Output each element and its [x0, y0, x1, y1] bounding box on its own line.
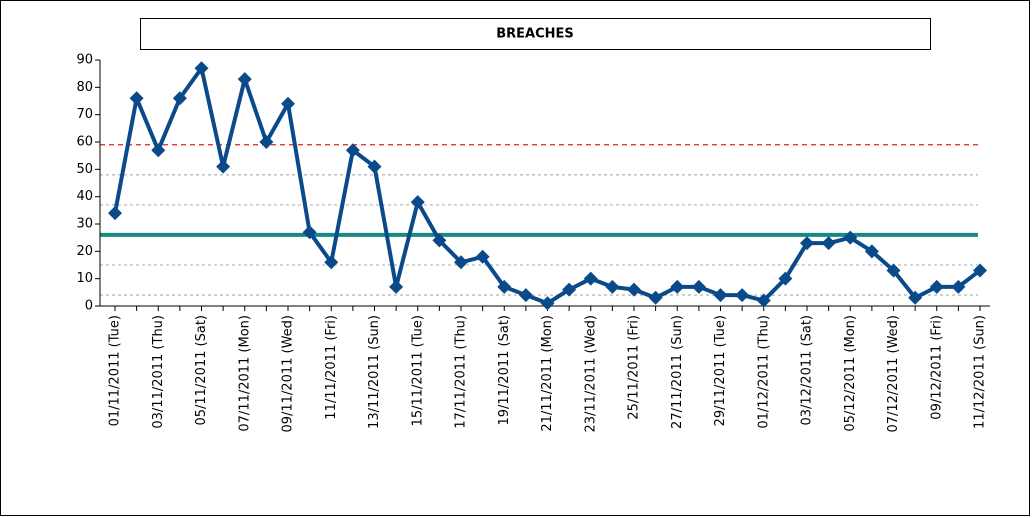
data-point — [324, 255, 339, 270]
data-point — [389, 279, 404, 294]
x-tick-label: 07/11/2011 (Mon) — [237, 315, 252, 432]
x-tick-label: 11/11/2011 (Fri) — [324, 315, 339, 420]
data-point — [929, 279, 944, 294]
x-tick-label: 07/12/2011 (Wed) — [886, 315, 901, 433]
y-tick-label: 40 — [76, 189, 93, 204]
data-point — [497, 279, 512, 294]
x-tick-label: 19/11/2011 (Sat) — [497, 315, 512, 426]
data-point — [800, 236, 814, 251]
data-point — [864, 244, 879, 259]
data-point — [281, 96, 295, 111]
x-tick-label: 15/11/2011 (Tue) — [410, 315, 425, 426]
x-tick-label: 09/12/2011 (Fri) — [929, 315, 944, 420]
data-point — [886, 263, 901, 278]
data-point — [108, 206, 122, 221]
y-tick-label: 30 — [76, 217, 93, 232]
data-point — [172, 91, 187, 106]
x-tick-label: 21/11/2011 (Mon) — [540, 315, 555, 432]
data-point — [605, 279, 620, 294]
data-point — [756, 293, 771, 308]
data-point — [302, 225, 317, 240]
data-point — [367, 159, 382, 174]
data-point — [670, 279, 685, 294]
x-tick-label: 05/11/2011 (Sat) — [194, 315, 209, 426]
x-tick-label: 01/12/2011 (Thu) — [756, 315, 771, 429]
data-point — [345, 143, 360, 158]
data-point — [821, 236, 836, 251]
data-point — [237, 72, 252, 87]
data-point — [129, 91, 144, 106]
x-tick-label: 29/11/2011 (Tue) — [713, 315, 728, 426]
x-tick-label: 13/11/2011 (Sun) — [367, 315, 382, 429]
data-point — [454, 255, 468, 270]
data-point — [735, 288, 750, 303]
y-tick-label: 70 — [76, 107, 93, 122]
data-point — [194, 61, 209, 76]
data-point — [951, 279, 966, 294]
data-point — [973, 263, 987, 278]
data-point — [259, 135, 274, 149]
data-point — [778, 271, 793, 286]
data-point — [518, 288, 533, 303]
x-tick-label: 17/11/2011 (Thu) — [454, 315, 469, 429]
data-point — [627, 282, 641, 297]
x-tick-label: 03/12/2011 (Sat) — [800, 315, 815, 426]
x-tick-label: 11/12/2011 (Sun) — [973, 315, 988, 429]
data-point — [432, 233, 447, 248]
x-tick-label: 03/11/2011 (Thu) — [151, 315, 166, 429]
data-point — [843, 230, 858, 245]
y-tick-label: 0 — [85, 299, 93, 314]
y-tick-label: 90 — [76, 53, 93, 68]
x-tick-label: 27/11/2011 (Sun) — [670, 315, 685, 429]
x-tick-label: 23/11/2011 (Wed) — [583, 315, 598, 433]
data-point — [410, 195, 425, 210]
x-tick-label: 05/12/2011 (Mon) — [843, 315, 858, 432]
data-point — [540, 296, 555, 311]
y-tick-label: 20 — [76, 244, 93, 259]
data-point — [216, 159, 231, 174]
data-point — [713, 288, 728, 303]
x-tick-label: 09/11/2011 (Wed) — [281, 315, 296, 433]
title-box — [140, 18, 931, 50]
chart-title: BREACHES — [496, 27, 574, 42]
x-tick-label: 25/11/2011 (Fri) — [627, 315, 642, 420]
data-point — [691, 279, 706, 294]
y-tick-label: 80 — [76, 80, 93, 95]
data-point — [562, 282, 577, 297]
y-tick-label: 50 — [76, 162, 93, 177]
y-tick-label: 60 — [76, 135, 93, 150]
data-point — [908, 290, 923, 305]
x-tick-label: 01/11/2011 (Tue) — [108, 315, 123, 426]
data-point — [583, 271, 598, 286]
data-point — [648, 290, 663, 305]
y-tick-label: 10 — [76, 271, 93, 286]
data-point — [475, 249, 490, 264]
data-point — [151, 143, 166, 158]
